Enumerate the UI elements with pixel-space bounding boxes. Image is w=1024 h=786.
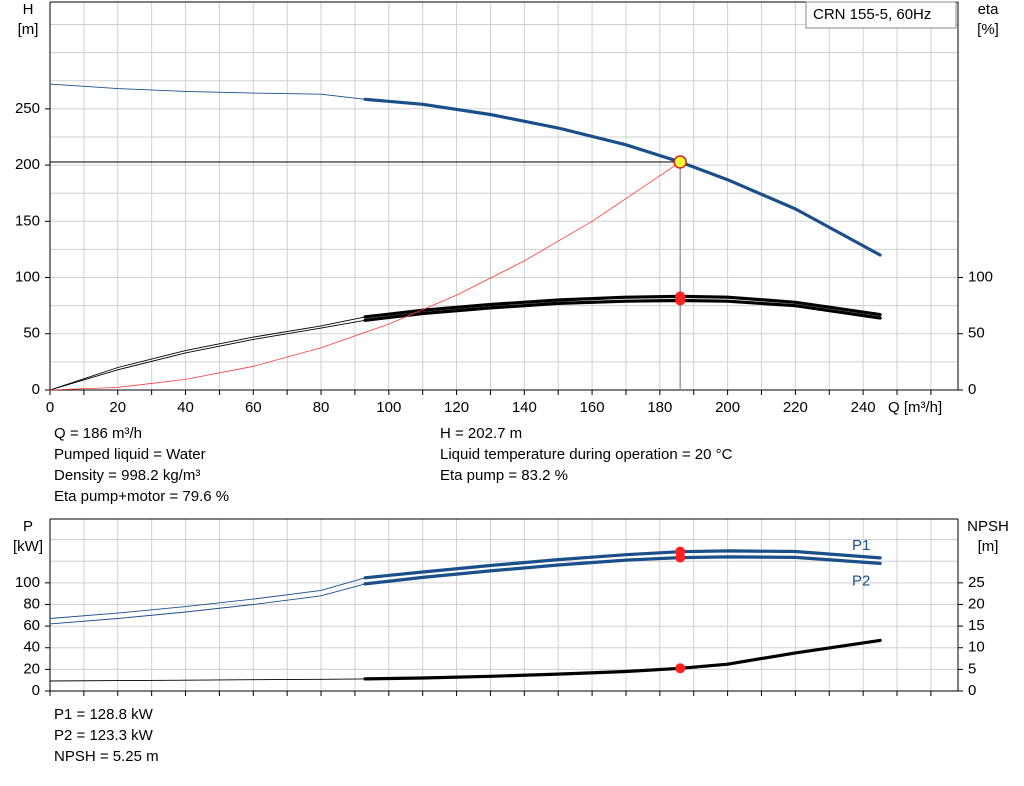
curve bbox=[49, 83, 366, 100]
y2-axis-label: eta bbox=[978, 1, 1000, 18]
duty-marker bbox=[675, 295, 686, 306]
y-tick-label: 80 bbox=[23, 595, 40, 612]
y-tick-label: 50 bbox=[23, 325, 40, 342]
y-tick-label: 60 bbox=[23, 617, 40, 634]
legend-label: P2 bbox=[852, 572, 870, 589]
y-tick-label: 150 bbox=[15, 212, 40, 229]
curve bbox=[49, 678, 366, 682]
curve bbox=[363, 549, 882, 580]
x-tick-label: 100 bbox=[376, 399, 401, 416]
y-tick-label: 100 bbox=[15, 269, 40, 286]
curve bbox=[363, 298, 882, 322]
info-text: Pumped liquid = Water bbox=[54, 446, 206, 463]
x-tick-label: 0 bbox=[46, 399, 54, 416]
duty-marker bbox=[675, 552, 686, 563]
x-tick-label: 220 bbox=[783, 399, 808, 416]
curve bbox=[49, 319, 366, 391]
info-text: Eta pump = 83.2 % bbox=[440, 467, 568, 484]
curve bbox=[363, 555, 882, 586]
x-tick-label: 80 bbox=[313, 399, 330, 416]
y-axis-unit: [kW] bbox=[13, 538, 43, 555]
x-tick-label: 200 bbox=[715, 399, 740, 416]
y-tick-label: 200 bbox=[15, 156, 40, 173]
x-tick-label: 160 bbox=[580, 399, 605, 416]
x-tick-label: 60 bbox=[245, 399, 262, 416]
x-axis-label: Q [m³/h] bbox=[888, 399, 942, 416]
y-tick-label: 100 bbox=[15, 574, 40, 591]
x-tick-label: 20 bbox=[109, 399, 126, 416]
curve bbox=[49, 577, 366, 619]
y2-axis-unit: [%] bbox=[977, 21, 999, 38]
x-tick-label: 140 bbox=[512, 399, 537, 416]
curve bbox=[363, 294, 882, 319]
info-text: P1 = 128.8 kW bbox=[54, 706, 154, 723]
info-text: NPSH = 5.25 m bbox=[54, 748, 159, 765]
y-tick-label: 0 bbox=[32, 682, 40, 699]
y2-axis-unit: [m] bbox=[978, 538, 999, 555]
title-box bbox=[805, 1, 957, 29]
info-text: H = 202.7 m bbox=[440, 425, 522, 442]
y2-tick-label: 0 bbox=[968, 682, 976, 699]
y-tick-label: 0 bbox=[32, 381, 40, 398]
y2-tick-label: 10 bbox=[968, 639, 985, 656]
y-tick-label: 20 bbox=[23, 660, 40, 677]
y2-tick-label: 15 bbox=[968, 617, 985, 634]
y2-tick-label: 20 bbox=[968, 595, 985, 612]
curve bbox=[363, 638, 882, 681]
y2-tick-label: 100 bbox=[968, 269, 993, 286]
y-tick-label: 40 bbox=[23, 639, 40, 656]
y-tick-label: 250 bbox=[15, 100, 40, 117]
y-axis-label: P bbox=[23, 518, 33, 535]
info-text: P2 = 123.3 kW bbox=[54, 727, 154, 744]
x-tick-label: 40 bbox=[177, 399, 194, 416]
info-text: Q = 186 m³/h bbox=[54, 425, 142, 442]
curve bbox=[49, 316, 366, 391]
info-text: Liquid temperature during operation = 20… bbox=[440, 446, 733, 463]
y2-tick-label: 50 bbox=[968, 325, 985, 342]
y-axis-label: H bbox=[23, 1, 34, 18]
chart-title: CRN 155-5, 60Hz bbox=[813, 6, 931, 23]
curve bbox=[49, 161, 681, 391]
y2-tick-label: 5 bbox=[968, 660, 976, 677]
x-tick-label: 240 bbox=[851, 399, 876, 416]
curve bbox=[49, 583, 366, 625]
curve bbox=[363, 97, 882, 257]
x-tick-label: 180 bbox=[647, 399, 672, 416]
info-text: Eta pump+motor = 79.6 % bbox=[54, 488, 229, 505]
legend-label: P1 bbox=[852, 537, 870, 554]
duty-point bbox=[673, 155, 687, 169]
duty-marker bbox=[675, 663, 686, 674]
y2-tick-label: 0 bbox=[968, 381, 976, 398]
info-text: Density = 998.2 kg/m³ bbox=[54, 467, 200, 484]
y-axis-unit: [m] bbox=[18, 21, 39, 38]
y2-axis-label: NPSH bbox=[967, 518, 1009, 535]
y2-tick-label: 25 bbox=[968, 574, 985, 591]
x-tick-label: 120 bbox=[444, 399, 469, 416]
